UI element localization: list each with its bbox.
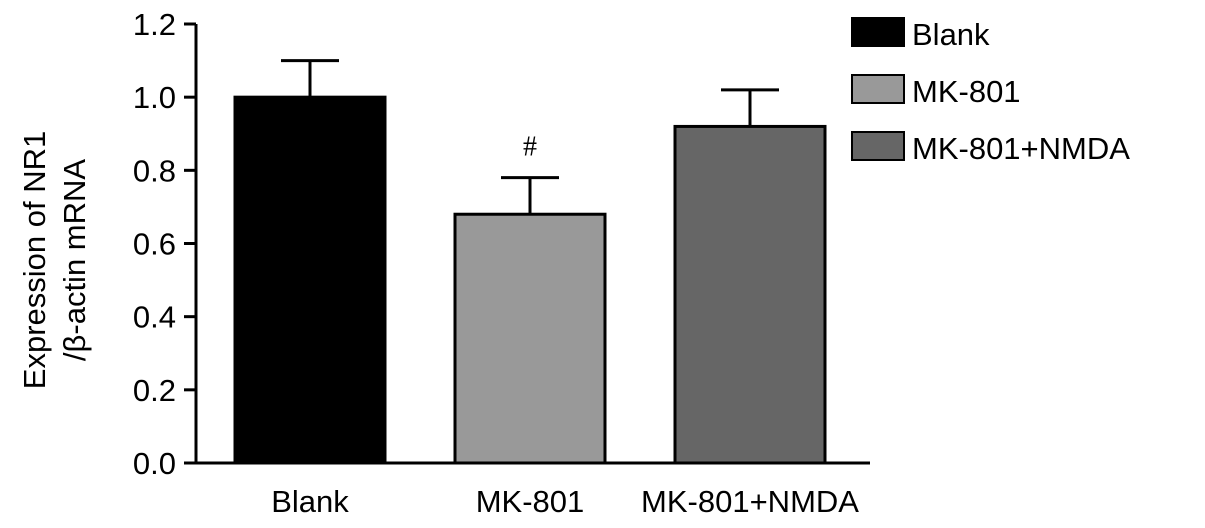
bar [233,95,387,465]
x-tick-label: MK-801 [476,484,585,519]
legend-label: MK-801+NMDA [912,131,1130,166]
significance-annotation: # [523,132,537,163]
legend: Blank MK-801 MK-801+NMDA [851,17,1130,166]
bar [673,124,827,465]
y-axis-title-line2: /β-actin mRNA [57,159,92,361]
legend-swatch [851,74,905,104]
y-tick-label: 0.6 [133,227,176,262]
legend-label: MK-801 [912,74,1021,109]
bars-layer: # [233,59,827,465]
y-tick-label: 0.8 [133,153,176,188]
legend-swatch [851,17,905,47]
y-tick-label: 1.0 [133,80,176,115]
legend-swatch [851,131,905,161]
y-tick-label: 0.2 [133,373,176,408]
y-tick-label: 0.0 [133,446,176,481]
legend-label: Blank [912,17,990,52]
y-axis-title-line1: Expression of NR1 [17,131,52,389]
axis-layer: 0.0 0.2 0.4 0.6 0.8 1.0 1.2 Blank MK-801 MK-801+N… [133,7,870,519]
y-tick-label: 1.2 [133,7,176,42]
y-tick-label: 0.4 [133,300,176,335]
x-tick-label: Blank [271,484,349,519]
bar [453,212,607,465]
x-tick-label: MK-801+NMDA [641,484,859,519]
